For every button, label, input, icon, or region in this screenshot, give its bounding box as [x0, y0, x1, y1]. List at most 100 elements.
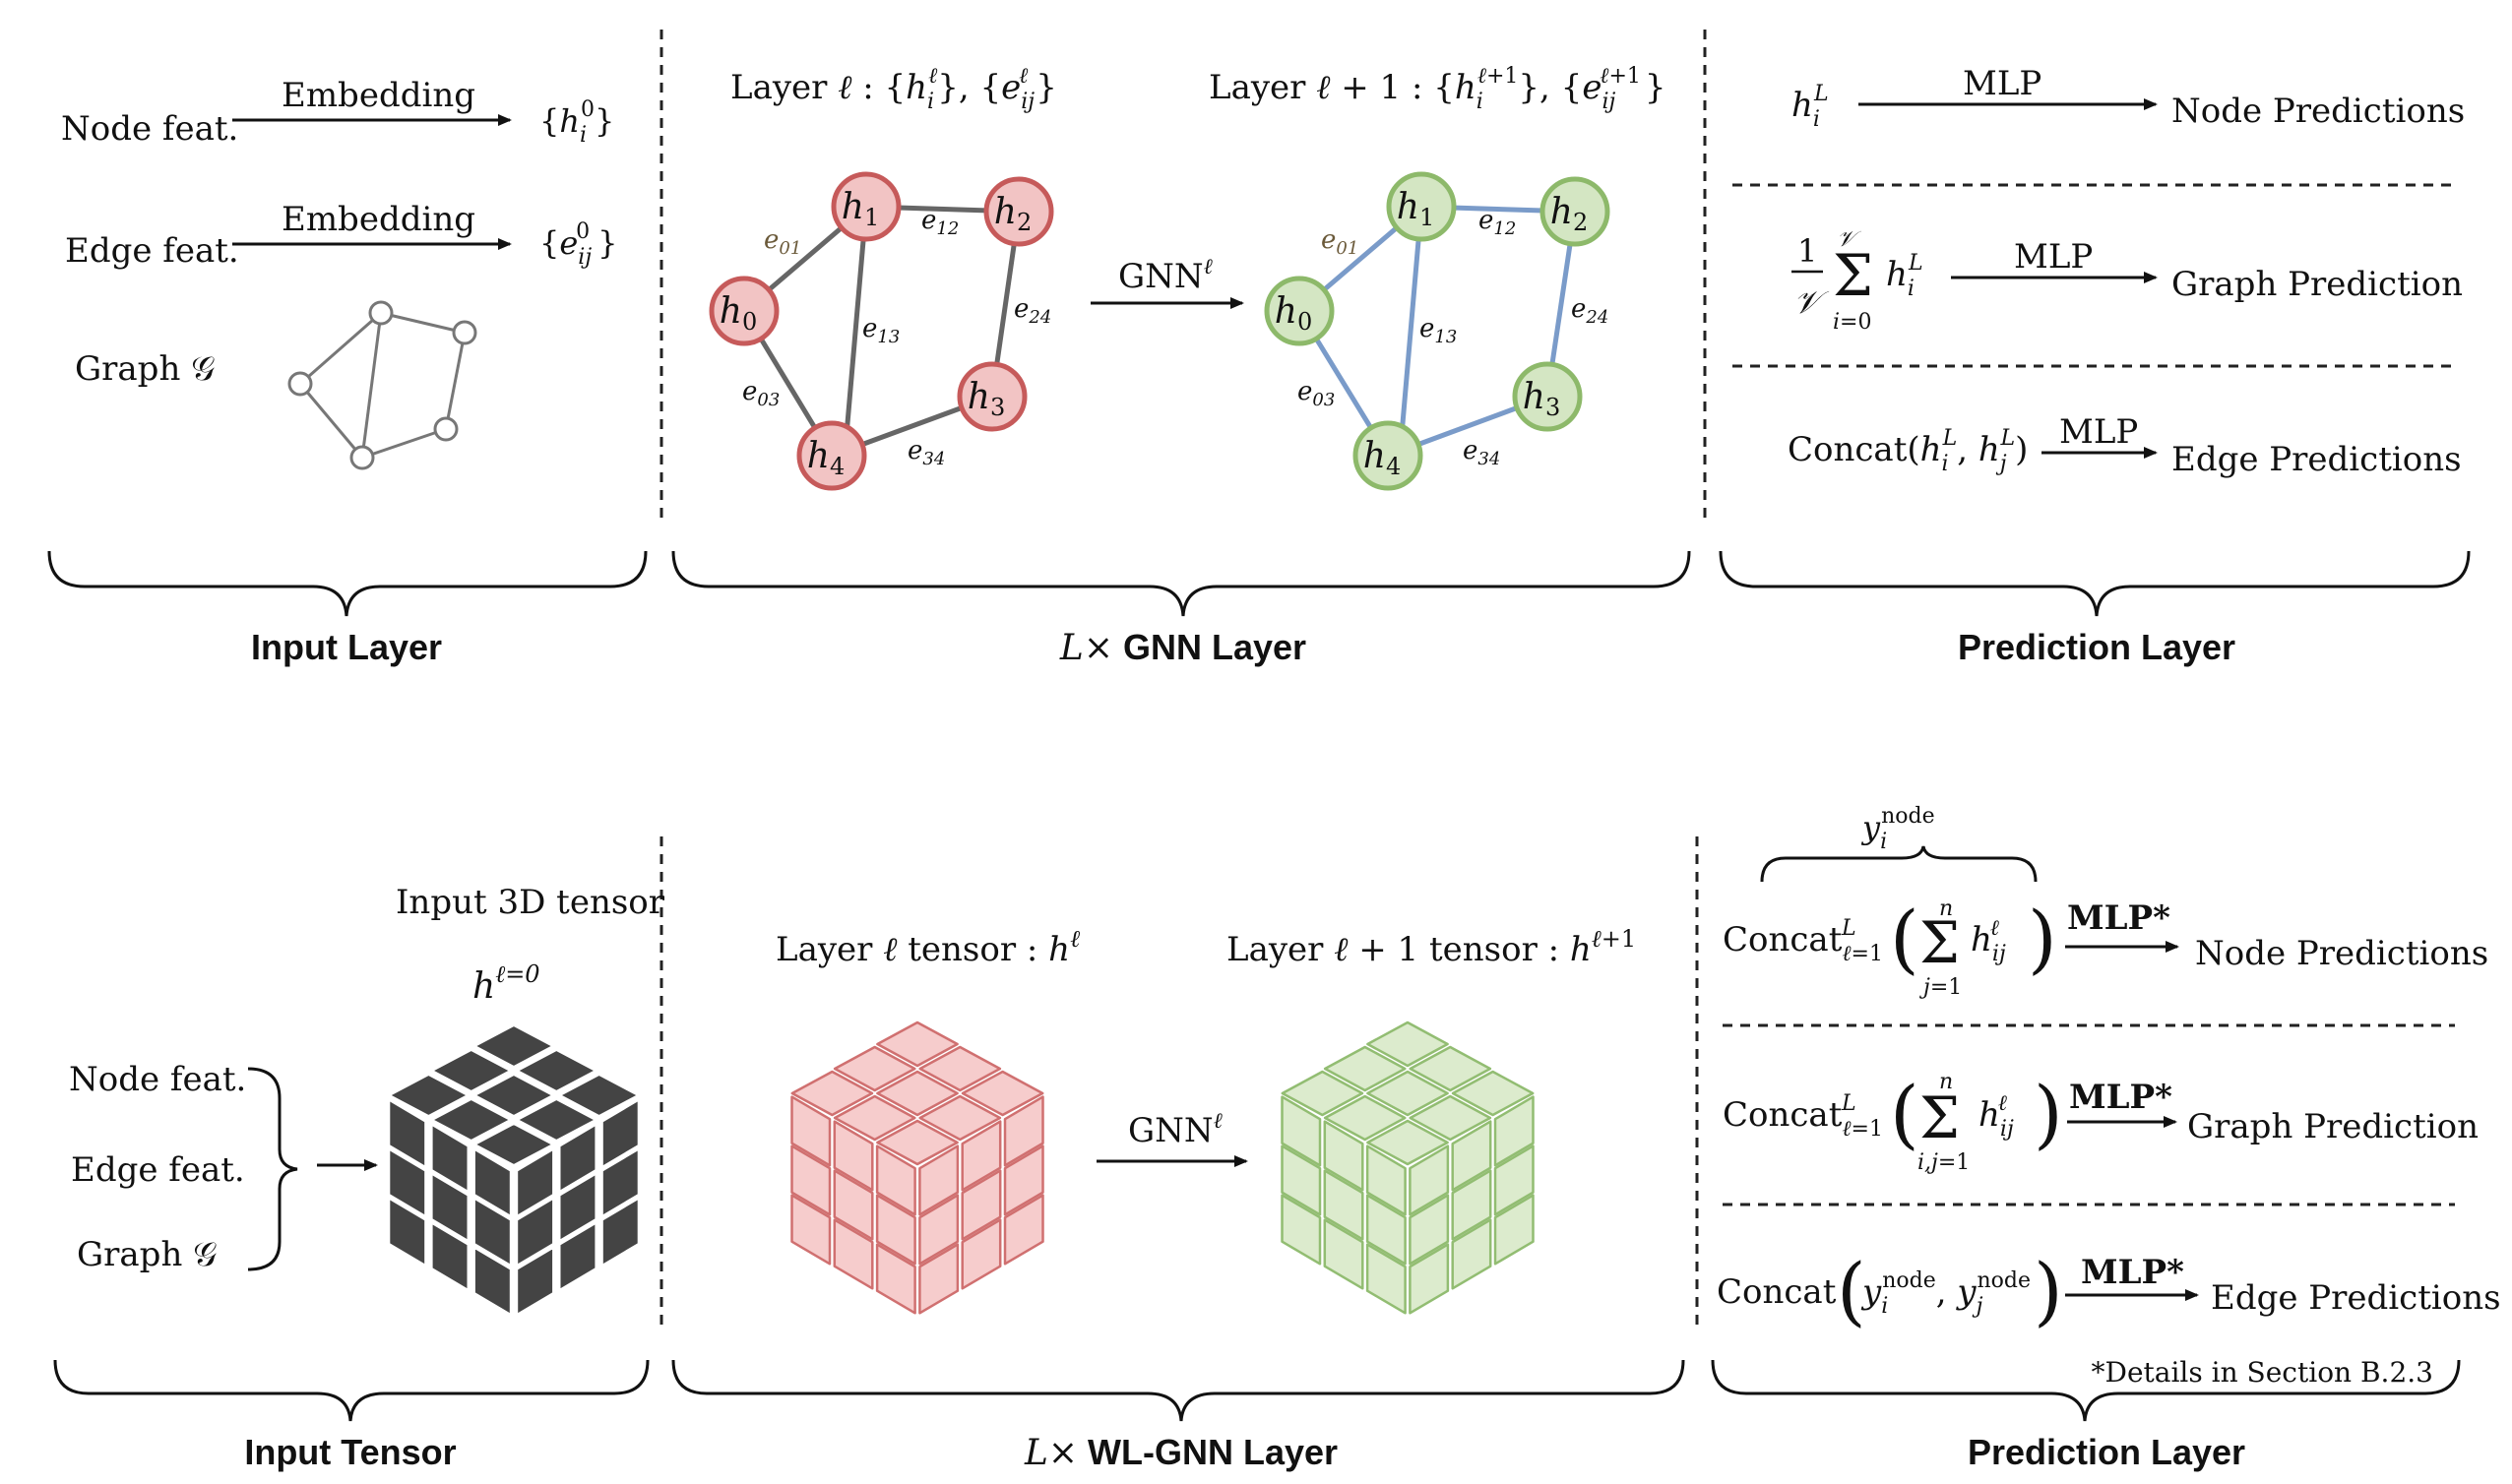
graph-pred-label: Graph Prediction: [2171, 265, 2463, 304]
svg-text:yinode, yjnode: yinode, yjnode: [1860, 1268, 2031, 1319]
edge-label-e01: e01: [764, 225, 801, 259]
svg-text:Σ: Σ: [1919, 1084, 1960, 1151]
node-pred-input: hiL: [1791, 82, 1829, 132]
section-gnn-layer: L× GNN Layer: [1059, 627, 1306, 668]
svg-text:Σ: Σ: [1833, 242, 1873, 309]
svg-text:): ): [2028, 895, 2057, 982]
svg-text:n: n: [1939, 897, 1953, 921]
svg-text:Σ: Σ: [1919, 909, 1960, 976]
bottom-graph-label: Graph 𝒢: [77, 1235, 217, 1274]
svg-text:h1: h1: [842, 187, 879, 231]
gnn-layer-l-title: Layer ℓ : {hiℓ}, {eijℓ}: [730, 64, 1057, 114]
gnn-graph-layer-l1: e01 e12 e13 e24 e03 e34 h0 h1 h2 h3 h4: [1264, 171, 1610, 491]
section-bottom-prediction-layer: Prediction Layer: [1968, 1432, 2245, 1472]
svg-text:h2: h2: [994, 192, 1032, 236]
node-h2: [983, 176, 1054, 247]
wl-layer-l-title: Layer ℓ tensor : hℓ: [776, 925, 1080, 969]
svg-text:): ): [2034, 1247, 2063, 1334]
node-h0: [709, 276, 780, 346]
svg-text:1: 1: [1797, 232, 1817, 270]
graph-icon: [287, 300, 477, 470]
input-tensor-symbol: hℓ=0: [472, 960, 540, 1007]
node-init-set: {hi0}: [539, 97, 614, 148]
svg-text:e13: e13: [1419, 314, 1457, 347]
svg-text:hijℓ: hijℓ: [1978, 1091, 2014, 1142]
section-wl-gnn-layer: L× WL-GNN Layer: [1024, 1432, 1338, 1473]
bottom-node-pred-label: Node Predictions: [2195, 934, 2488, 973]
section-input-tensor: Input Tensor: [244, 1432, 456, 1472]
svg-text:i,j=1: i,j=1: [1917, 1150, 1970, 1175]
footnote: *Details in Section B.2.3: [2092, 1356, 2433, 1389]
svg-text:𝒱: 𝒱: [1793, 283, 1830, 321]
input-tensor-brace: [247, 1067, 298, 1271]
bottom-graph-pred-label: Graph Prediction: [2187, 1107, 2479, 1146]
svg-text:hiL: hiL: [1886, 251, 1923, 301]
bottom-edge-pred-label: Edge Predictions: [2211, 1278, 2501, 1318]
edge-label-e03: e03: [742, 377, 780, 410]
wl-cube-layer-l1: [1281, 1020, 1535, 1315]
graph-pred-input: 1 𝒱 Σ 𝒱 i=0 hiL: [1791, 227, 1923, 335]
gnn-arrow-label: GNNℓ: [1118, 255, 1214, 296]
node-mlp-label: MLP: [1963, 64, 2041, 103]
brace-input-layer: [47, 550, 648, 617]
node-pred-label: Node Predictions: [2171, 92, 2465, 131]
input-cube-icon: [388, 1024, 640, 1316]
edge-pred-formula: Concat ( yinode, yjnode ): [1717, 1247, 2063, 1334]
svg-text:h0: h0: [1275, 291, 1312, 336]
edge-embedding-label: Embedding: [282, 200, 475, 239]
wl-cube-layer-l: [790, 1020, 1044, 1315]
node-h4: [796, 420, 867, 491]
brace-prediction-layer: [1719, 550, 2471, 617]
edge-label-e24: e24: [1014, 294, 1051, 328]
y-node-brace: [1760, 845, 2038, 883]
graph-mlp-star-label: MLP*: [2069, 1078, 2172, 1117]
svg-text:hijℓ: hijℓ: [1971, 916, 2006, 966]
edge-feat-label: Edge feat.: [65, 231, 239, 271]
edge-label-e12: e12: [921, 206, 959, 239]
svg-text:): ): [2034, 1070, 2063, 1157]
svg-text:Concatℓ=1L: Concatℓ=1L: [1723, 916, 1883, 966]
svg-text:(: (: [1890, 895, 1919, 982]
svg-text:e34: e34: [1463, 436, 1500, 469]
edge-label-e34: e34: [908, 436, 945, 469]
edge-mlp-star-label: MLP*: [2081, 1253, 2184, 1292]
section-prediction-layer: Prediction Layer: [1958, 627, 2235, 667]
edge-init-set: {eij0}: [539, 219, 618, 270]
node-feat-label: Node feat.: [61, 109, 238, 149]
gnn-layer-l1-title: Layer ℓ + 1 : {hiℓ+1}, {eijℓ+1}: [1209, 64, 1666, 114]
svg-text:e03: e03: [1297, 377, 1335, 410]
brace-wl-gnn-layer: [671, 1359, 1685, 1422]
input-tensor-title: Input 3D tensor: [396, 883, 665, 922]
svg-text:e01: e01: [1321, 225, 1358, 259]
bottom-edge-feat-label: Edge feat.: [71, 1150, 245, 1190]
graph-label: Graph 𝒢: [75, 349, 215, 389]
node-mlp-star-label: MLP*: [2067, 898, 2170, 938]
svg-text:n: n: [1939, 1070, 1953, 1094]
edge-mlp-label: MLP: [2059, 412, 2138, 452]
svg-text:(: (: [1890, 1070, 1919, 1157]
section-input-layer: Input Layer: [251, 627, 442, 667]
gnn-graph-layer-l: e01 e12 e13 e24 e03 e34 h0 h1 h2 h3 h4: [709, 171, 1054, 491]
svg-text:j=1: j=1: [1918, 975, 1962, 1000]
node-embedding-label: Embedding: [282, 76, 475, 115]
node-h1: [831, 171, 902, 242]
brace-gnn-layer: [671, 550, 1691, 617]
node-pred-formula: Concatℓ=1L ( Σ n j=1 hijℓ ): [1723, 895, 2057, 1000]
wl-gnn-arrow-label: GNNℓ: [1128, 1109, 1224, 1150]
svg-text:h2: h2: [1550, 192, 1588, 236]
wl-layer-l1-title: Layer ℓ + 1 tensor : hℓ+1: [1226, 925, 1636, 969]
svg-text:h3: h3: [1523, 377, 1560, 421]
graph-mlp-label: MLP: [2014, 237, 2093, 277]
edge-label-e13: e13: [862, 314, 900, 347]
edge-pred-input: Concat(hiL, hjL): [1788, 426, 2028, 476]
edge-pred-label: Edge Predictions: [2171, 440, 2462, 479]
node-h3: [957, 361, 1028, 432]
svg-text:Concat: Concat: [1717, 1272, 1837, 1312]
bottom-node-feat-label: Node feat.: [69, 1060, 246, 1099]
svg-text:(: (: [1837, 1247, 1866, 1334]
brace-bottom-prediction-layer: [1711, 1359, 2461, 1422]
svg-text:Concatℓ=1L: Concatℓ=1L: [1723, 1091, 1883, 1142]
svg-text:i=0: i=0: [1833, 310, 1871, 335]
brace-input-tensor: [53, 1359, 650, 1422]
